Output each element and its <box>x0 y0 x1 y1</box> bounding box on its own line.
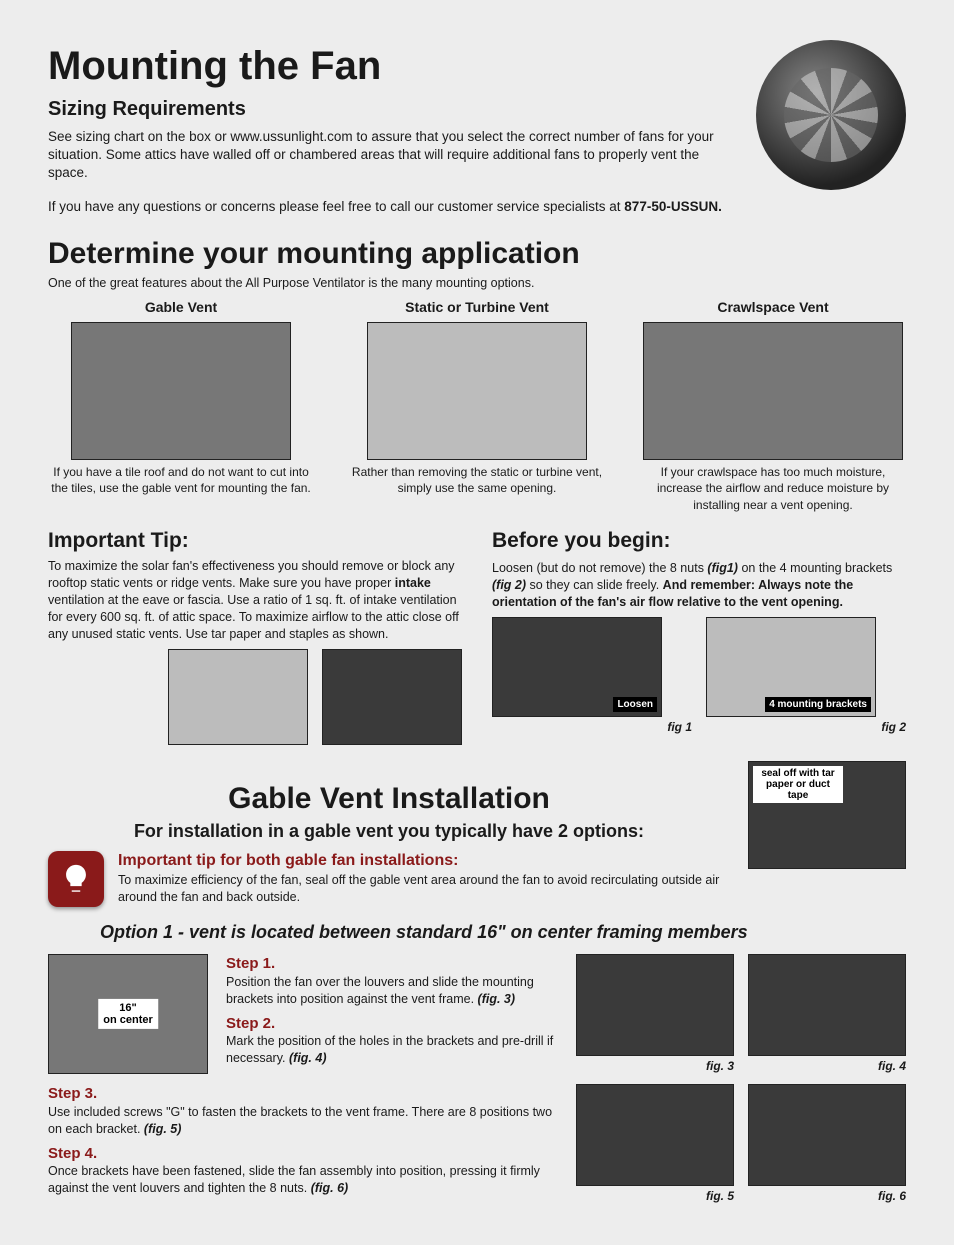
vent-title: Crawlspace Vent <box>640 298 906 316</box>
tip-intake: intake <box>395 576 431 590</box>
product-fan-image <box>756 40 906 190</box>
vent-caption: If you have a tile roof and do not want … <box>48 464 314 496</box>
turbine-vent-image <box>367 322 587 460</box>
fig5-label: fig. 5 <box>576 1188 734 1204</box>
crawlspace-vent-image <box>643 322 903 460</box>
fig3-label: fig. 3 <box>576 1058 734 1074</box>
gable-tip-heading: Important tip for both gable fan install… <box>118 851 730 872</box>
steps-row-2: Step 3. Use included screws "G" to faste… <box>48 1084 906 1204</box>
fig2-label: fig 2 <box>706 719 906 735</box>
gable-sub: For installation in a gable vent you typ… <box>48 820 730 843</box>
before-c: on the 4 mounting brackets <box>738 561 892 575</box>
tip-image-2 <box>322 649 462 745</box>
steps-34-text: Step 3. Use included screws "G" to faste… <box>48 1084 558 1204</box>
fig3-wrap: fig. 3 <box>576 954 734 1074</box>
step2-h: Step 2. <box>226 1014 558 1034</box>
fig6-wrap: fig. 6 <box>748 1084 906 1204</box>
step1-h: Step 1. <box>226 954 558 974</box>
before-a: Loosen (but do not remove) the 8 nuts <box>492 561 707 575</box>
sizing-p2-text: If you have any questions or concerns pl… <box>48 199 624 214</box>
tip-text-c: ventilation at the eave or fascia. Use a… <box>48 593 459 641</box>
seal-tag: seal off with tar paper or duct tape <box>753 766 843 803</box>
vent-option: Static or Turbine Vent Rather than remov… <box>344 298 610 513</box>
tip-image-1 <box>168 649 308 745</box>
seal-image: seal off with tar paper or duct tape <box>748 761 906 869</box>
fig5-image <box>576 1084 734 1186</box>
before-body: Loosen (but do not remove) the 8 nuts (f… <box>492 560 906 611</box>
fig2-wrap: 4 mounting brackets fig 2 <box>706 617 906 735</box>
determine-sub: One of the great features about the All … <box>48 275 906 292</box>
tip-text-a: To maximize the solar fan's effectivenes… <box>48 559 455 590</box>
vent-caption: If your crawlspace has too much moisture… <box>640 464 906 513</box>
fig1-image: Loosen <box>492 617 662 717</box>
page-title: Mounting the Fan <box>48 40 736 92</box>
fig1-wrap: Loosen fig 1 <box>492 617 692 735</box>
fig2-ref: (fig 2) <box>492 578 526 592</box>
step2: Mark the position of the holes in the br… <box>226 1033 558 1067</box>
fig3-image <box>576 954 734 1056</box>
gable-header-row: Gable Vent Installation For installation… <box>48 761 906 907</box>
vent-title: Gable Vent <box>48 298 314 316</box>
important-tip-col: Important Tip: To maximize the solar fan… <box>48 527 462 745</box>
option1-heading: Option 1 - vent is located between stand… <box>100 921 906 944</box>
tip-images <box>48 649 462 745</box>
step2-text: Mark the position of the holes in the br… <box>226 1034 553 1065</box>
vent-option: Crawlspace Vent If your crawlspace has t… <box>640 298 906 513</box>
fig6-label: fig. 6 <box>748 1188 906 1204</box>
fig5-wrap: fig. 5 <box>576 1084 734 1204</box>
step4-text: Once brackets have been fastened, slide … <box>48 1164 540 1195</box>
vent-options-row: Gable Vent If you have a tile roof and d… <box>48 298 906 513</box>
vent-caption: Rather than removing the static or turbi… <box>344 464 610 496</box>
step3-h: Step 3. <box>48 1084 558 1104</box>
sizing-heading: Sizing Requirements <box>48 96 736 122</box>
figs-5-6: fig. 5 fig. 6 <box>576 1084 906 1204</box>
fig4-wrap: fig. 4 <box>748 954 906 1074</box>
sizing-p1: See sizing chart on the box or www.ussun… <box>48 128 736 183</box>
before-heading: Before you begin: <box>492 527 906 554</box>
seal-image-wrap: seal off with tar paper or duct tape <box>748 761 906 869</box>
sixteen-on-center-image: 16" on center <box>48 954 208 1074</box>
fig4-label: fig. 4 <box>748 1058 906 1074</box>
steps-row-1: 16" on center Step 1. Position the fan o… <box>48 954 906 1074</box>
tip-heading: Important Tip: <box>48 527 462 554</box>
steps-12-text: Step 1. Position the fan over the louver… <box>226 954 558 1074</box>
phone-number: 877-50-USSUN. <box>624 199 722 214</box>
gable-tip-body: To maximize efficiency of the fan, seal … <box>118 872 730 906</box>
step4: Once brackets have been fastened, slide … <box>48 1163 558 1197</box>
before-figs: Loosen fig 1 4 mounting brackets fig 2 <box>492 617 906 735</box>
gable-heading: Gable Vent Installation <box>48 779 730 818</box>
lightbulb-icon <box>48 851 104 907</box>
fig1-label: fig 1 <box>492 719 692 735</box>
sixteen-a: 16" <box>119 1002 136 1014</box>
step2-figref: (fig. 4) <box>289 1051 327 1065</box>
before-begin-col: Before you begin: Loosen (but do not rem… <box>492 527 906 745</box>
step4-h: Step 4. <box>48 1144 558 1164</box>
tip-before-row: Important Tip: To maximize the solar fan… <box>48 527 906 745</box>
fig1-tag: Loosen <box>613 697 657 712</box>
sixteen-label: 16" on center <box>98 999 158 1029</box>
determine-heading: Determine your mounting application <box>48 234 906 273</box>
sizing-p2: If you have any questions or concerns pl… <box>48 198 906 216</box>
before-e: so they can slide freely. <box>526 578 663 592</box>
figs-3-4: fig. 3 fig. 4 <box>576 954 906 1074</box>
tip-body: To maximize the solar fan's effectivenes… <box>48 558 462 642</box>
gable-vent-image <box>71 322 291 460</box>
fig2-image: 4 mounting brackets <box>706 617 876 717</box>
step3-text: Use included screws "G" to fasten the br… <box>48 1105 552 1136</box>
step3: Use included screws "G" to fasten the br… <box>48 1104 558 1138</box>
step1: Position the fan over the louvers and sl… <box>226 974 558 1008</box>
fig4-image <box>748 954 906 1056</box>
step3-figref: (fig. 5) <box>144 1122 182 1136</box>
fig2-tag: 4 mounting brackets <box>765 697 871 712</box>
fig6-image <box>748 1084 906 1186</box>
vent-title: Static or Turbine Vent <box>344 298 610 316</box>
header-row: Mounting the Fan Sizing Requirements See… <box>48 40 906 190</box>
vent-option: Gable Vent If you have a tile roof and d… <box>48 298 314 513</box>
fig1-ref: (fig1) <box>707 561 738 575</box>
step4-figref: (fig. 6) <box>311 1181 349 1195</box>
step1-figref: (fig. 3) <box>478 992 516 1006</box>
sixteen-b: on center <box>103 1014 153 1026</box>
